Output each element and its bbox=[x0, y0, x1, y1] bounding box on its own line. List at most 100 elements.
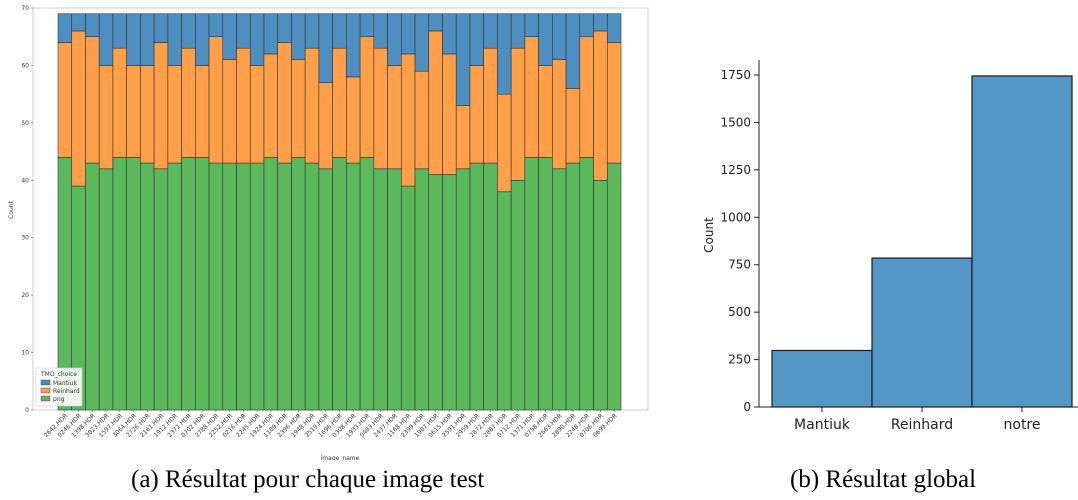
bar-segment-reinhard bbox=[98, 65, 114, 170]
y-tick-label: 70 bbox=[21, 5, 29, 12]
bar-segment-mantiuk bbox=[400, 13, 416, 55]
y-tick-label: 1500 bbox=[720, 115, 751, 129]
bar-segment-mantiuk bbox=[373, 13, 388, 49]
bar-segment-png bbox=[208, 162, 224, 411]
bar-segment-reinhard bbox=[71, 30, 86, 187]
bar-segment-reinhard bbox=[373, 47, 388, 170]
bar-segment-png bbox=[181, 157, 196, 411]
y-axis-label: Count bbox=[702, 217, 716, 253]
bar-segment-mantiuk bbox=[71, 13, 86, 32]
bar-segment-reinhard bbox=[442, 53, 457, 175]
bar-segment-png bbox=[222, 162, 237, 411]
bar-segment-png bbox=[552, 168, 567, 411]
bar-segment-mantiuk bbox=[208, 13, 224, 38]
legend-label-mantiuk: Mantiuk bbox=[53, 380, 77, 387]
bar-stacks bbox=[57, 13, 622, 411]
bar-segment-png bbox=[510, 179, 526, 411]
bar-segment-mantiuk bbox=[455, 13, 471, 106]
bar-segment-reinhard bbox=[167, 65, 182, 164]
bar-segment-mantiuk bbox=[249, 13, 265, 66]
bar-segment-png bbox=[167, 162, 182, 411]
bar-segment-mantiuk bbox=[538, 13, 553, 66]
y-tick-label: 60 bbox=[21, 62, 29, 69]
bar-segment-mantiuk bbox=[606, 13, 622, 43]
bar-segment-png bbox=[579, 157, 594, 411]
bar-segment-mantiuk bbox=[126, 13, 141, 66]
bar-segment-reinhard bbox=[414, 70, 430, 170]
bar-segment-mantiuk bbox=[593, 13, 608, 32]
x-axis: Mantiuk Reinhard notre bbox=[759, 406, 1078, 433]
bar-segment-mantiuk bbox=[497, 13, 512, 95]
bar-segment-reinhard bbox=[318, 82, 333, 170]
bar-segment-reinhard bbox=[387, 65, 402, 170]
bar-segment-reinhard bbox=[291, 59, 306, 158]
bar-segment-mantiuk bbox=[236, 13, 251, 49]
bar-segment-png bbox=[606, 162, 622, 411]
legend-swatch-png bbox=[40, 395, 51, 402]
bar-segment-mantiuk bbox=[98, 13, 114, 66]
bar-segment-png bbox=[318, 168, 333, 411]
bar-segment-png bbox=[524, 157, 539, 411]
bar-segment-mantiuk bbox=[195, 13, 210, 66]
bar-segment-png bbox=[195, 157, 210, 411]
caption-a: (a) Résultat pour chaque image test bbox=[131, 466, 485, 493]
bar-segment-png bbox=[249, 162, 265, 411]
bar-segment-mantiuk bbox=[153, 13, 169, 43]
bar-segment-mantiuk bbox=[167, 13, 182, 66]
bar-segment-mantiuk bbox=[112, 13, 127, 49]
bar-segment-png bbox=[236, 162, 251, 411]
bar-segment-reinhard bbox=[524, 36, 539, 158]
legend-title: TMO_choice bbox=[40, 371, 77, 378]
bar-segment-reinhard bbox=[332, 47, 347, 158]
bar-segment-png bbox=[346, 162, 361, 411]
bar-segment-mantiuk bbox=[277, 13, 292, 43]
y-tick-label: 500 bbox=[728, 305, 751, 319]
bar-segment-reinhard bbox=[236, 47, 251, 164]
bar-segment-reinhard bbox=[455, 105, 471, 170]
bar-segment-mantiuk bbox=[318, 13, 333, 83]
bar-segment-mantiuk bbox=[140, 13, 155, 66]
bar-segment-reinhard bbox=[304, 47, 320, 164]
bar-segment-mantiuk bbox=[222, 13, 237, 60]
legend-swatch-reinhard bbox=[40, 387, 51, 394]
bar-mantiuk bbox=[771, 349, 873, 408]
legend-swatch-mantiuk bbox=[40, 379, 51, 386]
y-tick-label: 40 bbox=[21, 177, 29, 184]
bar-segment-png bbox=[428, 174, 443, 411]
bar-segment-mantiuk bbox=[579, 13, 594, 38]
bar-segment-png bbox=[442, 174, 457, 411]
bar-segment-reinhard bbox=[593, 30, 608, 181]
bar-segment-reinhard bbox=[140, 65, 155, 164]
bar-segment-reinhard bbox=[565, 88, 581, 164]
bar-segment-reinhard bbox=[483, 47, 498, 164]
y-tick-label: 50 bbox=[21, 120, 29, 127]
bar-segment-reinhard bbox=[538, 65, 553, 158]
bar-segment-png bbox=[291, 157, 306, 411]
bar-segment-reinhard bbox=[510, 47, 526, 181]
bar-segment-reinhard bbox=[497, 93, 512, 193]
bar-segment-reinhard bbox=[153, 42, 169, 170]
x-tick-label: notre bbox=[1004, 417, 1041, 433]
bar-segment-mantiuk bbox=[332, 13, 347, 49]
y-tick-label: 0 bbox=[743, 400, 751, 414]
bar-segment-reinhard bbox=[606, 42, 622, 164]
bar-segment-png bbox=[414, 168, 430, 411]
bar-segment-png bbox=[538, 157, 553, 411]
bar-segment-png bbox=[263, 157, 279, 411]
bar-segment-reinhard bbox=[208, 36, 224, 164]
caption-b: (b) Résultat global bbox=[790, 466, 977, 493]
bar-segment-reinhard bbox=[552, 59, 567, 170]
bar-segment-png bbox=[455, 168, 471, 411]
bar-segment-reinhard bbox=[85, 36, 100, 164]
legend-label-png: png bbox=[53, 396, 65, 403]
bar-segment-png bbox=[359, 157, 375, 411]
bar-segment-mantiuk bbox=[57, 13, 73, 43]
bar-segment-png bbox=[483, 162, 498, 411]
legend-label-reinhard: Reinhard bbox=[53, 388, 80, 395]
bar-segment-reinhard bbox=[263, 53, 279, 158]
bar-segment-reinhard bbox=[195, 65, 210, 158]
bar-segment-png bbox=[593, 179, 608, 411]
y-tick-label: 1750 bbox=[720, 68, 751, 82]
bar-segment-mantiuk bbox=[359, 13, 375, 38]
y-tick-label: 250 bbox=[728, 353, 751, 367]
